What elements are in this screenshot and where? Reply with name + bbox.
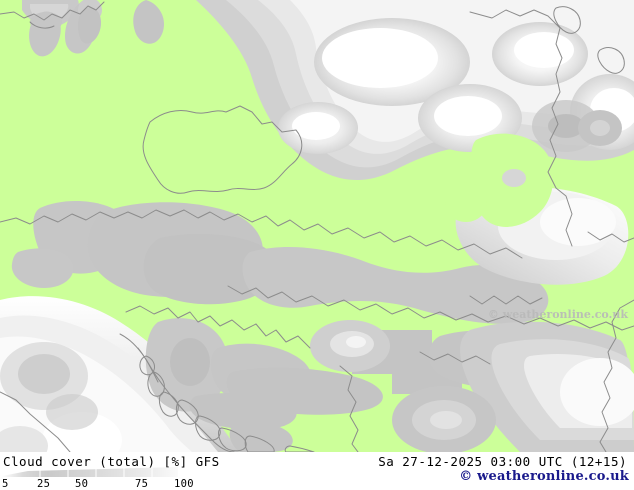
colorbar-swatches bbox=[2, 467, 178, 477]
country-borders bbox=[0, 1, 634, 452]
colorbar-legend: 5 25 50 75 100 bbox=[0, 465, 215, 490]
colorbar-tick-25: 25 bbox=[37, 478, 51, 490]
colorbar-tick-50: 50 bbox=[75, 478, 89, 490]
cloud-cover-map[interactable]: © weatheronline.co.uk bbox=[0, 0, 634, 452]
colorbar-tick-75: 75 bbox=[135, 478, 149, 490]
cloud-cover-field bbox=[0, 0, 634, 452]
map-watermark: © weatheronline.co.uk bbox=[488, 308, 628, 321]
chart-title: Cloud cover (total) [%] GFS bbox=[3, 454, 220, 469]
copyright-notice: © weatheronline.co.uk bbox=[459, 469, 629, 484]
map-footer: Cloud cover (total) [%] GFS Sa 27-12-202… bbox=[0, 452, 634, 490]
map-raster: © weatheronline.co.uk bbox=[0, 0, 634, 452]
colorbar-tick-100: 100 bbox=[174, 478, 194, 490]
valid-timestamp: Sa 27-12-2025 03:00 UTC (12+15) bbox=[378, 454, 627, 469]
colorbar-tick-5: 5 bbox=[2, 478, 9, 490]
